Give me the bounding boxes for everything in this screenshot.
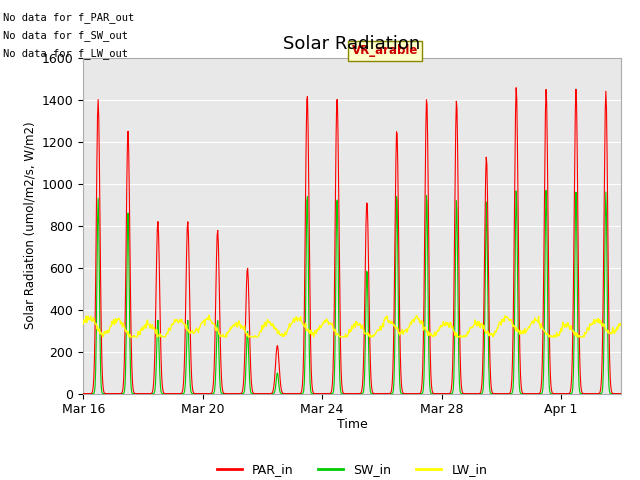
Text: VR_arable: VR_arable [352,44,419,57]
Text: No data for f_SW_out: No data for f_SW_out [3,30,128,41]
Text: No data for f_PAR_out: No data for f_PAR_out [3,12,134,23]
Y-axis label: Solar Radiation (umol/m2/s, W/m2): Solar Radiation (umol/m2/s, W/m2) [23,122,36,329]
Text: No data for f_LW_out: No data for f_LW_out [3,48,128,60]
X-axis label: Time: Time [337,418,367,431]
Title: Solar Radiation: Solar Radiation [284,35,420,53]
Legend: PAR_in, SW_in, LW_in: PAR_in, SW_in, LW_in [212,458,492,480]
